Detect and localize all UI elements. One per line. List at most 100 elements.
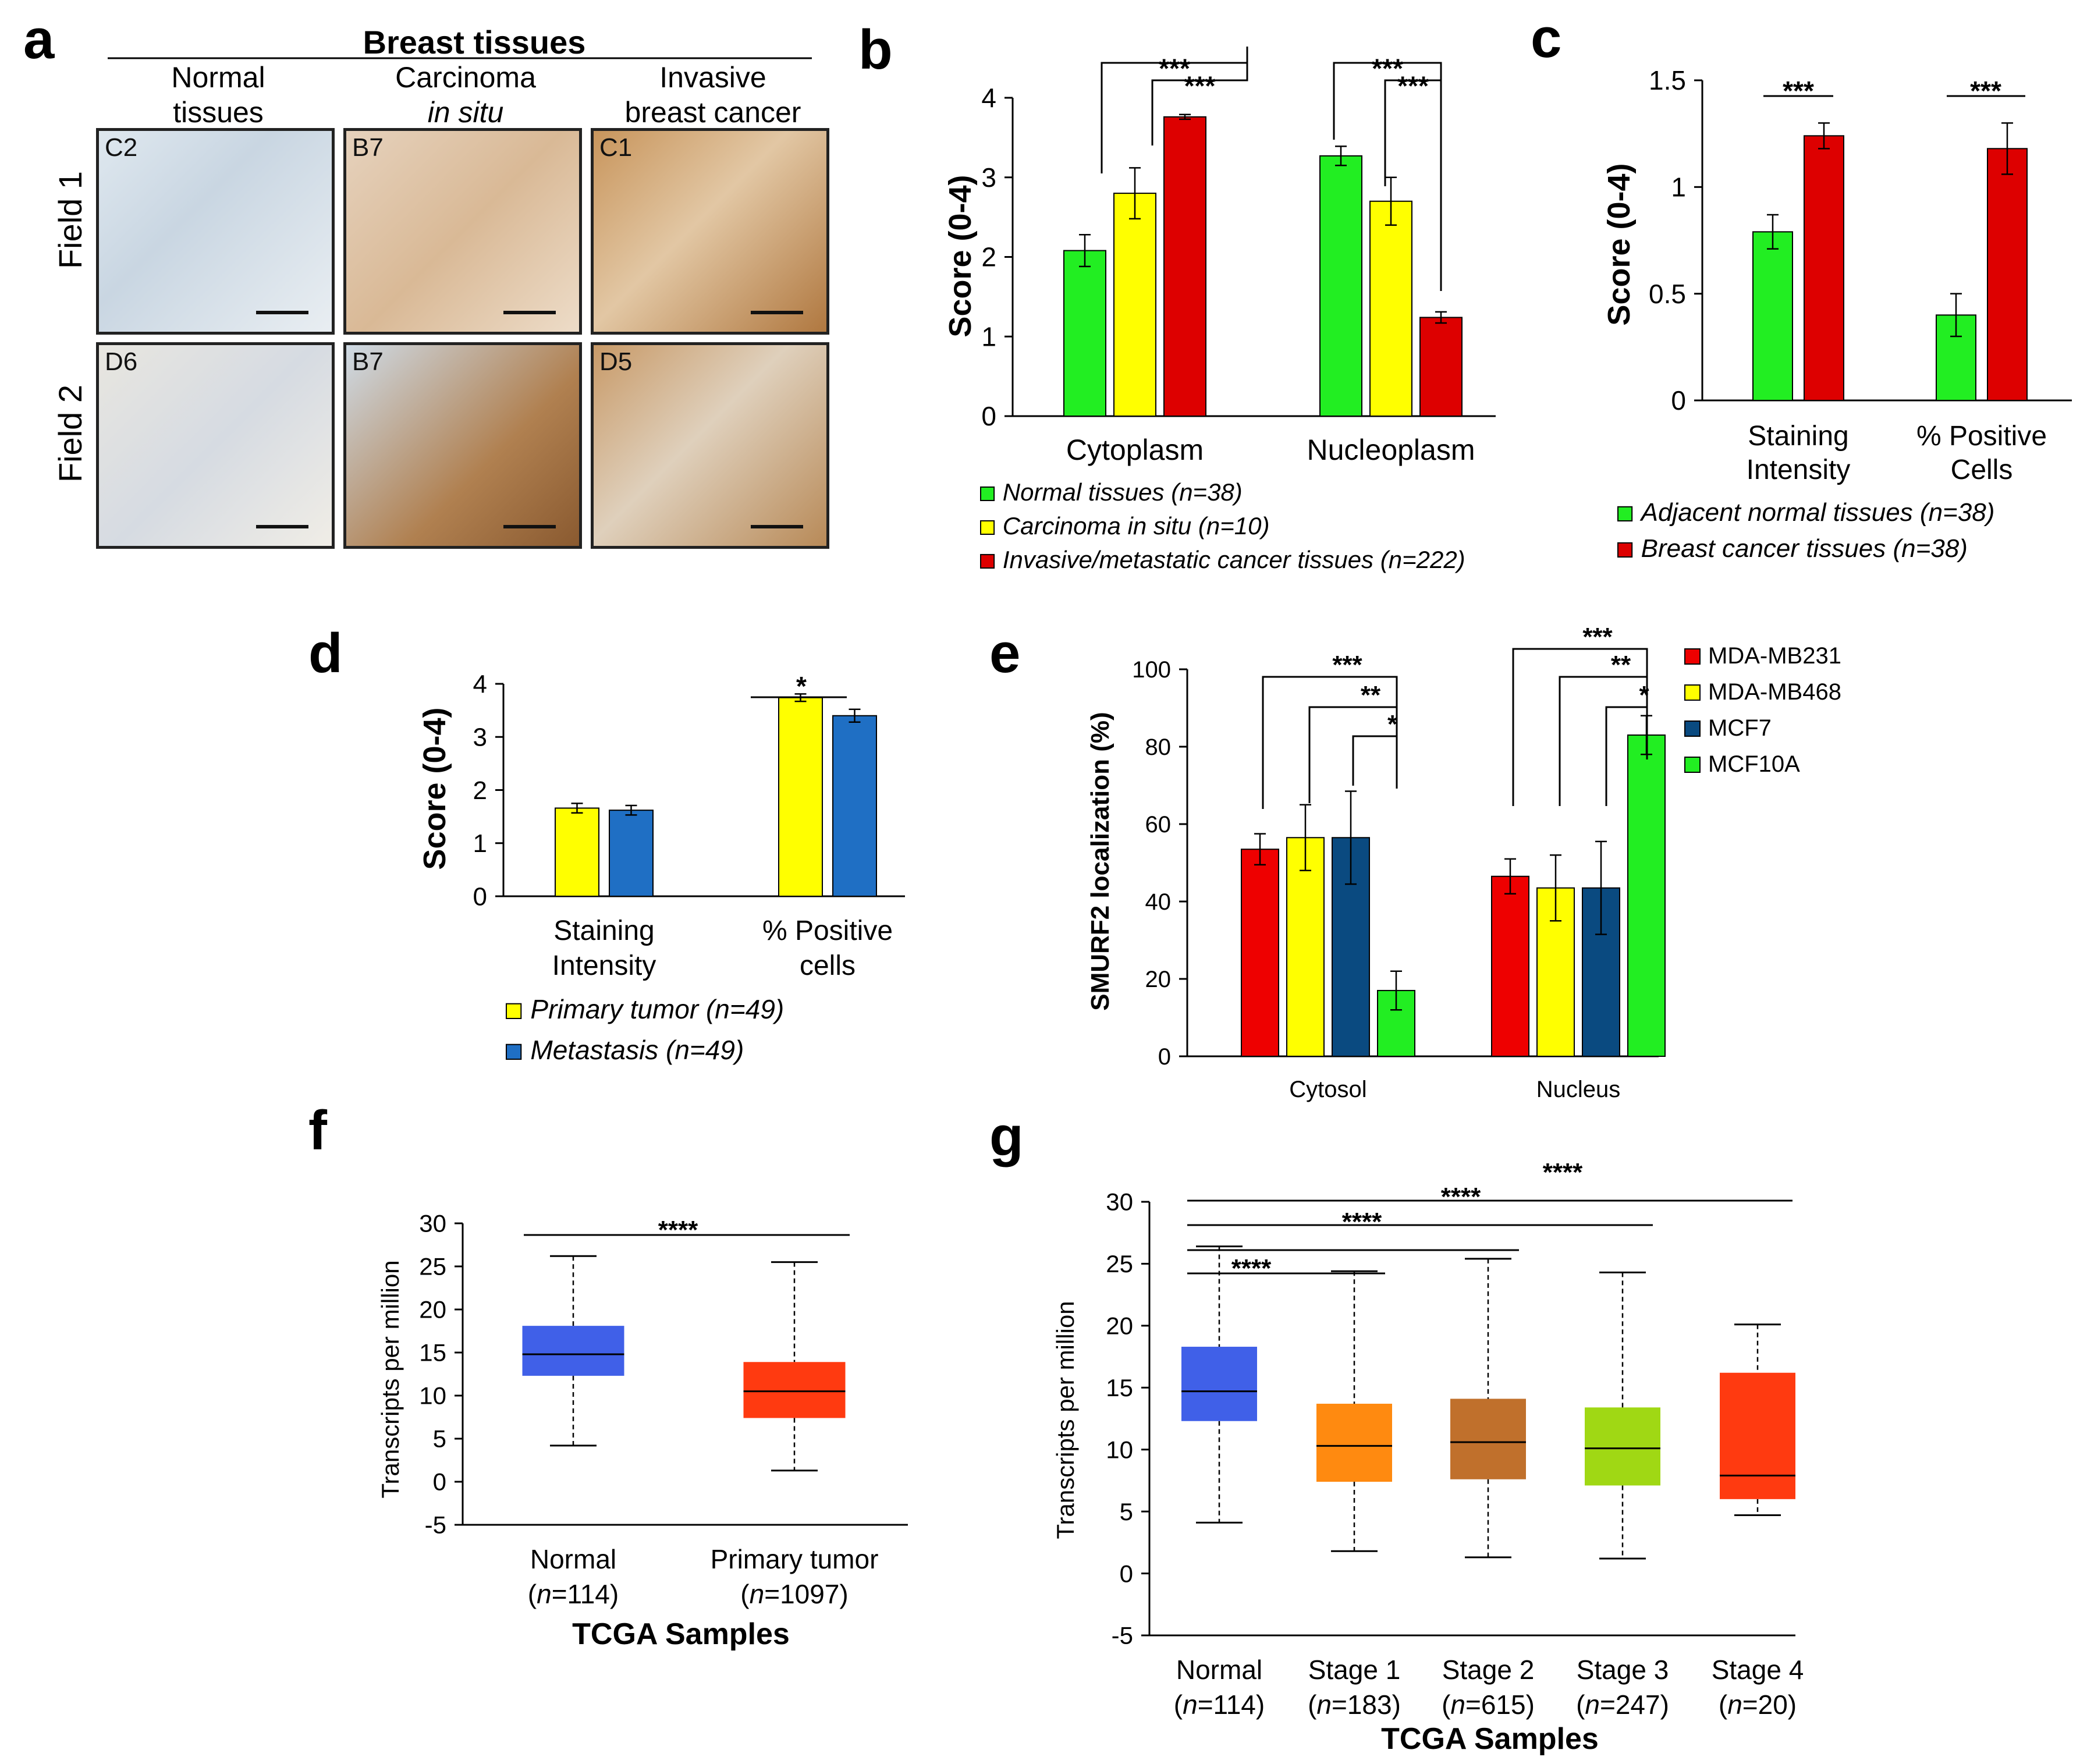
bar <box>1063 250 1106 417</box>
group-label: Primary tumor <box>711 1544 879 1574</box>
significance-stars: *** <box>1159 53 1190 83</box>
y-axis-label: Transcripts per million <box>1052 1301 1079 1539</box>
group-count: (n=1097) <box>740 1579 848 1609</box>
y-axis-label: Score (0-4) <box>943 175 978 337</box>
significance-stars: **** <box>1231 1254 1272 1283</box>
micrograph-tile: B7 <box>343 128 582 335</box>
scale-bar <box>256 525 308 528</box>
panel-a-column-label-line1: Normal <box>171 61 265 94</box>
y-tick-label: 4 <box>981 83 996 113</box>
legend-label: Primary tumor (n=49) <box>530 994 784 1024</box>
significance-bracket <box>1384 79 1442 291</box>
legend-swatch <box>1684 720 1701 737</box>
micrograph-code: D6 <box>105 347 138 376</box>
micrograph-tile: B7 <box>343 342 582 549</box>
y-tick-label: 15 <box>419 1339 446 1367</box>
significance-stars: **** <box>1543 1158 1583 1187</box>
significance-stars: *** <box>1332 651 1362 679</box>
legend-label: Breast cancer tissues (n=38) <box>1641 534 1968 563</box>
y-tick-label: 5 <box>433 1425 446 1453</box>
legend-label: MDA-MB231 <box>1708 643 1841 669</box>
bar <box>1163 116 1206 417</box>
panel-letter-c: c <box>1531 7 1561 69</box>
y-tick-label: 30 <box>1106 1188 1133 1216</box>
box <box>743 1362 846 1418</box>
significance-stars: *** <box>1582 623 1613 651</box>
significance-stars: * <box>1639 681 1649 709</box>
n-value: =114) <box>552 1579 619 1609</box>
group-count: (n=114) <box>528 1579 619 1609</box>
significance-stars: *** <box>1970 76 2001 106</box>
y-tick-label: 10 <box>1106 1436 1133 1463</box>
n-symbol: n <box>1585 1690 1600 1720</box>
y-tick-label: -5 <box>425 1511 446 1539</box>
bar <box>1491 875 1529 1057</box>
legend-swatch <box>980 486 995 502</box>
bar <box>1804 135 1844 401</box>
y-tick-label: 10 <box>419 1382 446 1410</box>
significance-stars: *** <box>1184 70 1216 101</box>
y-tick-label: 0 <box>433 1468 446 1496</box>
n-symbol: n <box>1727 1690 1742 1720</box>
x-axis-label: TCGA Samples <box>572 1617 790 1651</box>
y-tick-label: 1 <box>1671 172 1686 202</box>
box <box>522 1326 624 1376</box>
bar <box>1113 193 1156 417</box>
y-tick-label: 60 <box>1145 812 1172 837</box>
bar <box>1419 317 1463 417</box>
n-symbol: n <box>1450 1690 1465 1720</box>
y-tick-label: 20 <box>1106 1312 1133 1340</box>
significance-stars: **** <box>1342 1208 1382 1236</box>
significance-stars: **** <box>658 1216 698 1244</box>
y-axis-label: Transcripts per million <box>377 1260 404 1498</box>
panel-a-header: Breast tissues <box>363 24 586 61</box>
y-tick-label: 30 <box>419 1210 446 1237</box>
group-count: (n=114) <box>1174 1690 1265 1720</box>
legend-label: Invasive/metastatic cancer tissues (n=22… <box>1003 546 1465 573</box>
significance-stars: ** <box>1611 651 1631 679</box>
bar <box>609 810 654 897</box>
significance-bracket <box>1262 676 1398 809</box>
legend-swatch <box>1617 542 1633 558</box>
legend-swatch <box>1684 684 1701 701</box>
panel-letter-d: d <box>308 622 343 684</box>
group-label: Normal <box>1176 1655 1262 1685</box>
micrograph-code: B7 <box>352 347 384 376</box>
legend-swatch <box>1684 648 1701 665</box>
group-label: Stage 1 <box>1308 1655 1401 1685</box>
legend-label: MDA-MB468 <box>1708 679 1841 705</box>
significance-stars: ** <box>1361 681 1381 709</box>
box <box>1316 1403 1392 1482</box>
x-tick-label: % Positive <box>762 915 893 946</box>
bar <box>1369 200 1412 417</box>
box <box>1585 1407 1660 1486</box>
group-count: (n=183) <box>1308 1690 1401 1720</box>
panel-letter-g: g <box>989 1105 1024 1167</box>
significance-stars: *** <box>1783 76 1814 106</box>
legend-label: Normal tissues (n=38) <box>1003 478 1243 506</box>
significance-stars: **** <box>1441 1183 1481 1211</box>
panel-a-row-label: Field 2 <box>52 385 88 482</box>
panel-a-column-label-line1: Carcinoma <box>395 61 536 94</box>
n-symbol: n <box>750 1579 765 1609</box>
box <box>1181 1347 1257 1421</box>
x-tick-label: Staining <box>1748 421 1848 452</box>
legend-label: Metastasis (n=49) <box>530 1035 744 1065</box>
box <box>1450 1399 1526 1479</box>
bar <box>778 697 823 897</box>
legend-label: Adjacent normal tissues (n=38) <box>1639 498 1995 527</box>
bar <box>1752 231 1793 401</box>
y-tick-label: 25 <box>1106 1250 1133 1277</box>
n-value: =20) <box>1742 1690 1797 1720</box>
significance-bracket <box>1308 706 1398 803</box>
legend-label: Carcinoma in situ (n=10) <box>1003 512 1270 540</box>
significance-stars: * <box>1387 710 1398 739</box>
y-tick-label: 0 <box>473 882 487 911</box>
panel-letter-f: f <box>308 1099 328 1162</box>
bar <box>1627 734 1666 1057</box>
y-tick-label: 25 <box>419 1253 446 1280</box>
significance-bracket <box>1512 648 1648 806</box>
n-value: =183) <box>1332 1690 1401 1720</box>
significance-stars: * <box>796 671 807 701</box>
